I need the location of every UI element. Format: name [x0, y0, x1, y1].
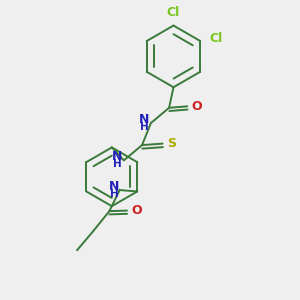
Text: Cl: Cl: [167, 6, 180, 19]
Text: O: O: [131, 204, 142, 217]
Text: N: N: [112, 150, 123, 163]
Text: S: S: [167, 137, 176, 150]
Text: H: H: [113, 159, 122, 169]
Text: N: N: [139, 113, 150, 126]
Text: H: H: [140, 122, 149, 132]
Text: N: N: [109, 180, 119, 193]
Text: H: H: [110, 189, 119, 199]
Text: Cl: Cl: [210, 32, 223, 44]
Text: O: O: [191, 100, 202, 113]
